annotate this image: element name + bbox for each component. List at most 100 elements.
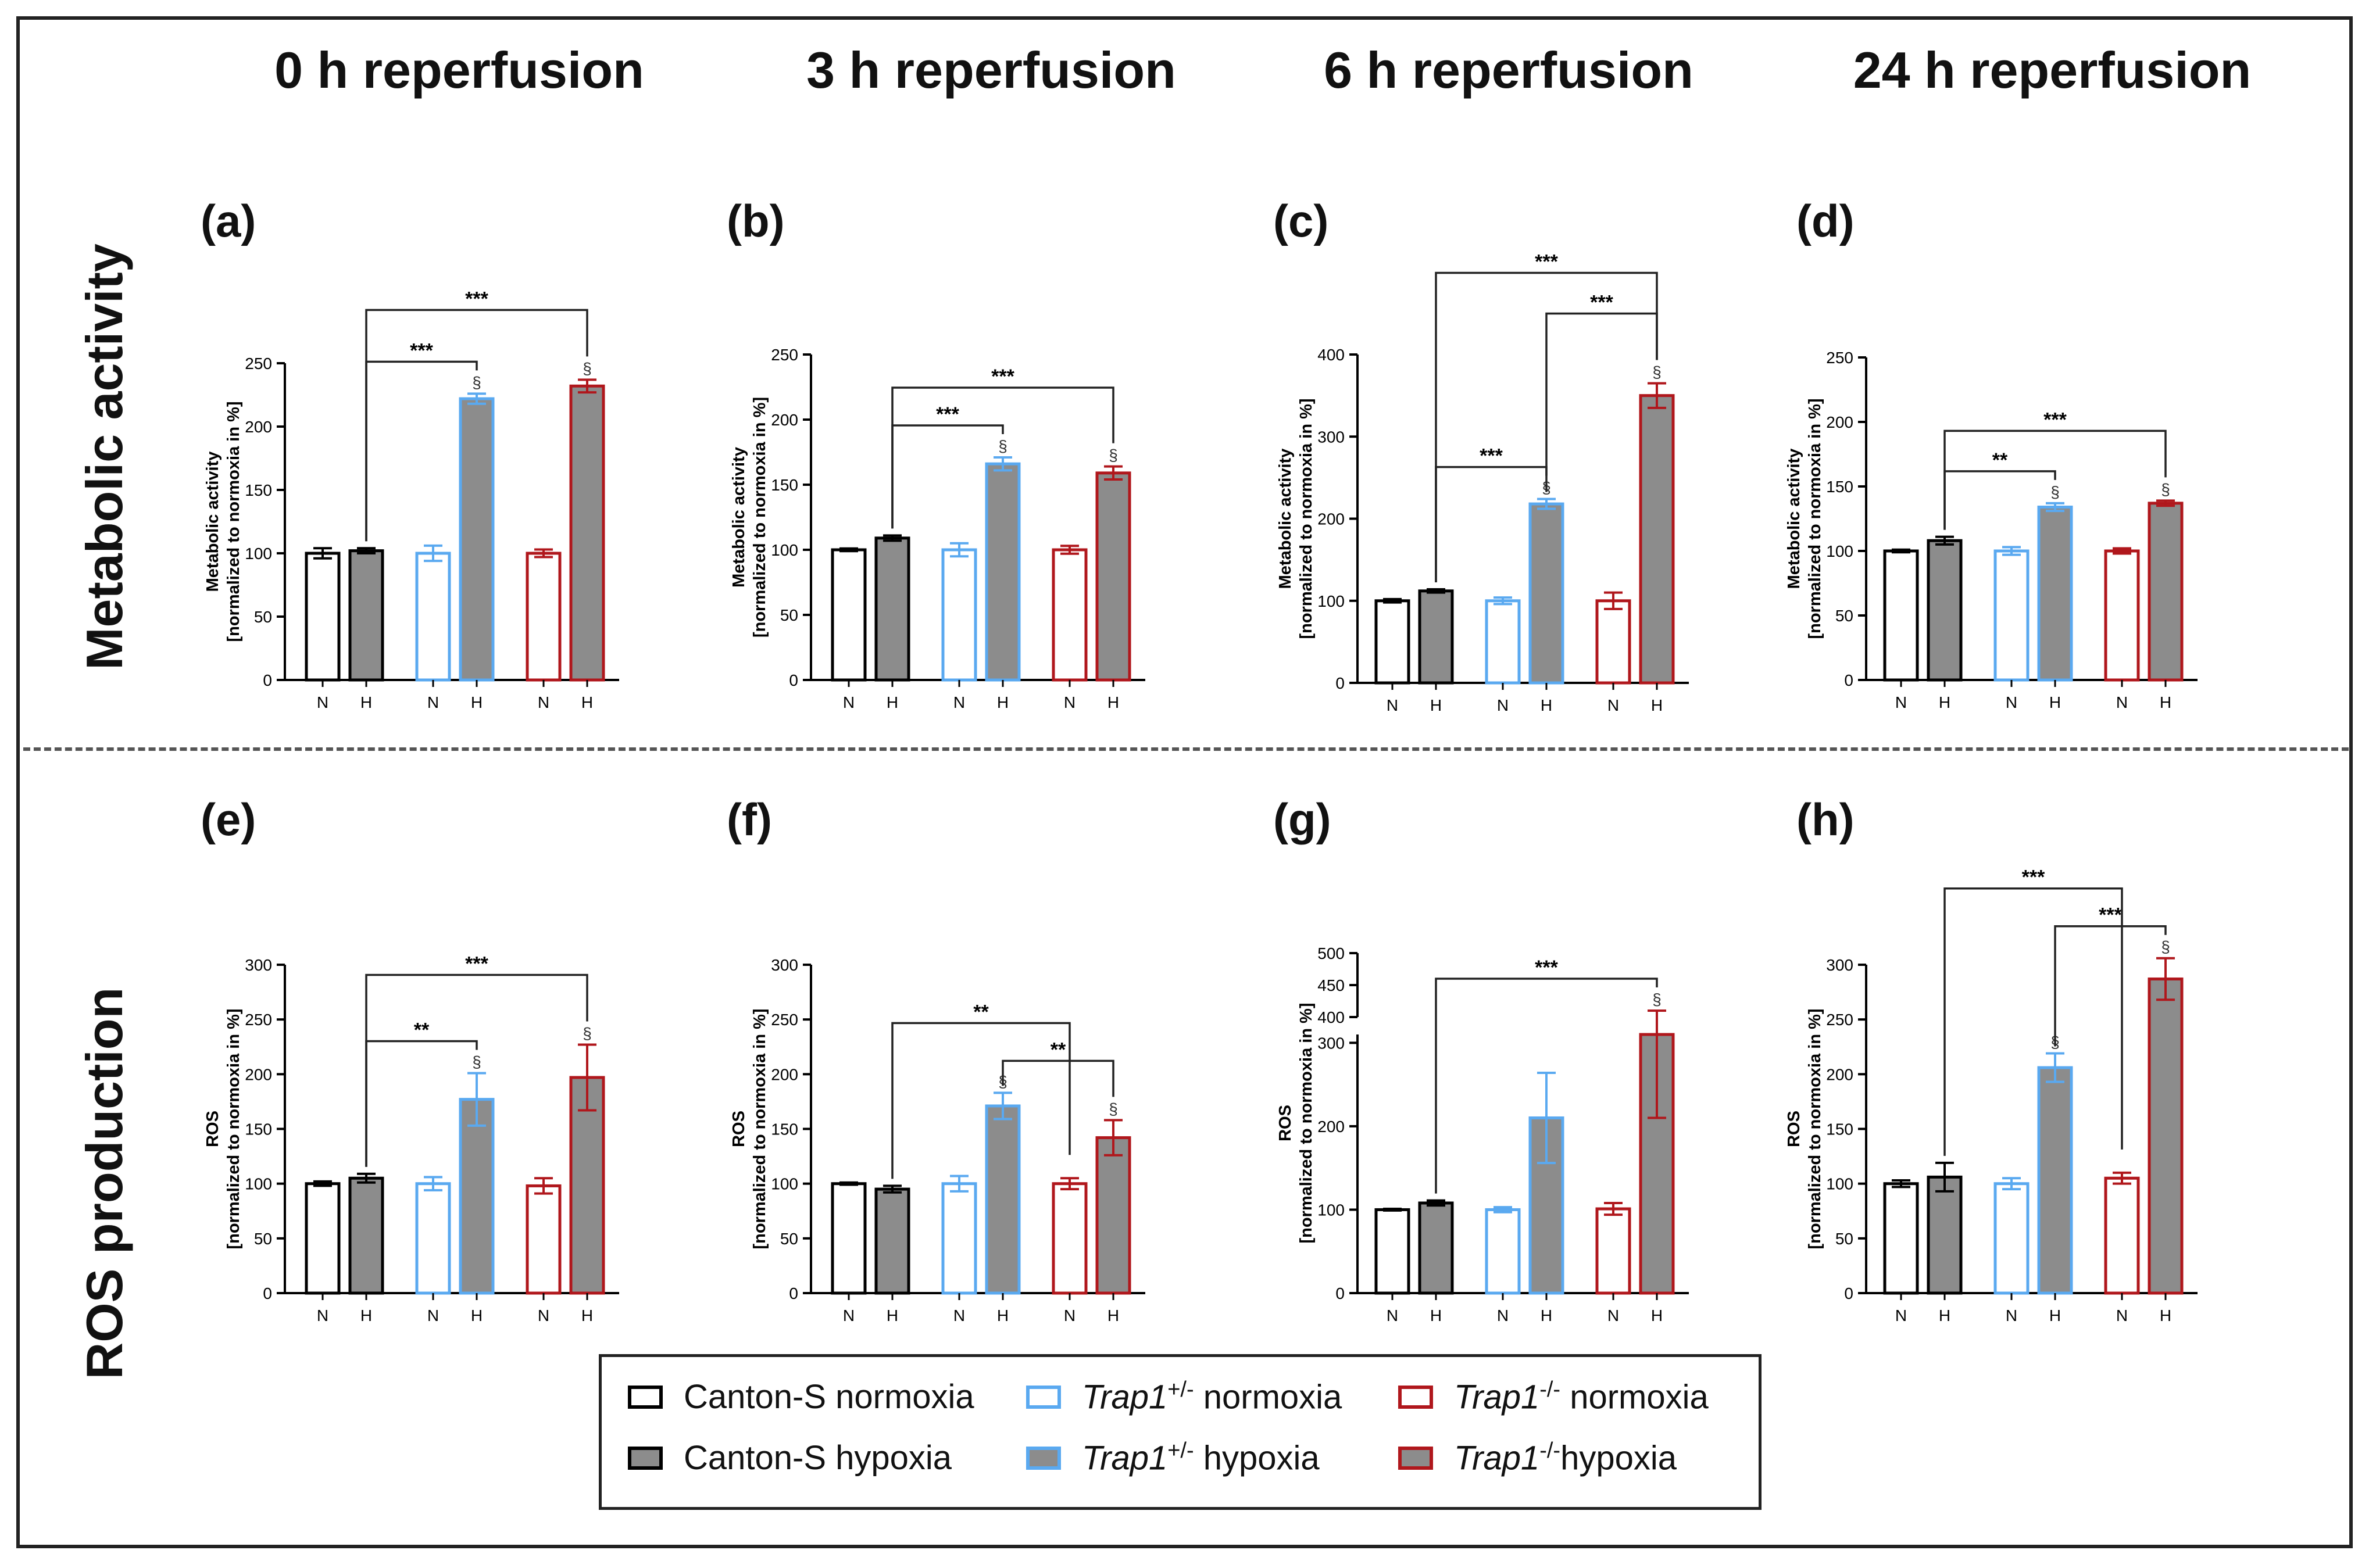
panel-label-d: (d) (1796, 195, 1855, 246)
x-tick-label: N (1064, 1306, 1076, 1324)
y-tick-label: 100 (245, 1175, 272, 1193)
x-tick-label: N (1895, 693, 1907, 711)
x-tick-label: N (2116, 693, 2128, 711)
x-tick-label: N (953, 1306, 965, 1324)
panel-label-b: (b) (727, 195, 785, 246)
y-axis-label-unit: [normalized to normoxia in %] (751, 397, 769, 638)
legend-swatch (628, 1446, 663, 1470)
x-tick-label: H (2049, 1306, 2061, 1324)
x-tick-label: H (2160, 1306, 2171, 1324)
y-tick-label: 250 (771, 346, 798, 364)
y-tick-label: 200 (771, 1065, 798, 1083)
significance-label: *** (465, 953, 488, 975)
y-axis-label: ROS (1276, 1105, 1295, 1141)
y-tick-label: 50 (1835, 607, 1853, 625)
x-tick-label: H (1939, 693, 1950, 711)
significance-bracket (365, 973, 588, 1167)
x-tick-label: H (997, 1306, 1009, 1324)
panel-label-a: (a) (201, 195, 256, 246)
significance-bracket (365, 309, 588, 542)
significance-bracket (891, 1022, 1071, 1179)
panel-h: 0 50 100 150 200 250 300 ROS [normalized to norm… (1785, 867, 2198, 1324)
y-tick-label: 0 (1844, 671, 1853, 689)
dagger-mark: § (1652, 363, 1662, 381)
bar (348, 549, 384, 682)
y-tick-label: 400 (1317, 1008, 1345, 1026)
y-tick-label: 0 (1335, 1284, 1345, 1302)
significance-label: *** (2022, 867, 2045, 889)
y-axis-label-unit: [normalized to normoxia in %] (1297, 398, 1316, 639)
y-tick-label: 200 (245, 1065, 272, 1083)
x-tick-label: N (538, 693, 549, 711)
y-tick-label: 50 (254, 1230, 272, 1248)
y-tick-label: 200 (1317, 510, 1345, 528)
x-tick-label: N (2006, 1306, 2017, 1324)
x-tick-label: H (471, 1306, 483, 1324)
x-tick-label: N (843, 1306, 855, 1324)
significance-bracket (1943, 887, 2123, 1156)
y-tick-label: 0 (1335, 674, 1345, 692)
bar (415, 552, 451, 682)
significance-label: *** (1590, 291, 1613, 313)
significance-label: *** (936, 403, 959, 425)
y-tick-label: 100 (1826, 542, 1853, 560)
bar (1883, 1182, 1919, 1295)
panel-g: 0 100 200 300 400 450 500 ROS [normalized to nor… (1276, 944, 1689, 1324)
dagger-mark: § (583, 1024, 592, 1042)
bar (305, 552, 341, 682)
significance-bracket (2054, 925, 2167, 1047)
significance-label: *** (410, 339, 433, 361)
legend-label: Trap1+/- hypoxia (1082, 1438, 1320, 1477)
bar (526, 552, 562, 682)
x-tick-label: H (1430, 1306, 1442, 1324)
bar (2104, 549, 2140, 682)
dagger-mark: § (1652, 990, 1662, 1008)
y-tick-label: 100 (771, 541, 798, 559)
legend-label: Canton-S hypoxia (684, 1439, 952, 1477)
x-tick-label: N (427, 693, 439, 711)
bar (1993, 1182, 2030, 1295)
bar (459, 397, 495, 682)
x-tick-label: N (843, 693, 855, 711)
y-tick-label: 0 (1844, 1284, 1853, 1302)
significance-bracket (1943, 429, 2167, 530)
x-tick-label: N (2006, 693, 2017, 711)
x-tick-label: N (427, 1306, 439, 1324)
x-tick-label: N (2116, 1306, 2128, 1324)
legend-item-canton-normoxia: Canton-S normoxia (628, 1377, 974, 1416)
significance-label: *** (991, 366, 1014, 388)
panel-c: 0 100 200 300 400 Metabolic activity [normaliz… (1276, 250, 1689, 714)
bar (1095, 471, 1131, 682)
x-tick-label: H (1430, 696, 1442, 714)
x-tick-label: N (1387, 1306, 1398, 1324)
y-axis-label-unit: [normalized to normoxia in %] (1297, 1003, 1316, 1243)
bar (874, 1187, 910, 1295)
bar (985, 1104, 1021, 1295)
bar (569, 384, 605, 682)
legend-item-trap-het-hypoxia: Trap1+/- hypoxia (1026, 1438, 1320, 1477)
y-tick-label: 0 (789, 1284, 798, 1302)
bar (1418, 589, 1454, 685)
dagger-mark: § (998, 437, 1007, 455)
bar (1052, 548, 1088, 682)
x-tick-label: N (1497, 1306, 1509, 1324)
x-tick-label: N (1607, 1306, 1619, 1324)
bar (941, 548, 977, 682)
bar (569, 1076, 605, 1295)
y-tick-label: 300 (1317, 1034, 1345, 1052)
y-axis-label: Metabolic activity (1276, 449, 1295, 589)
x-tick-label: N (1895, 1306, 1907, 1324)
y-axis-label-unit: [normalized to normoxia in %] (1806, 398, 1824, 639)
legend-swatch (1026, 1446, 1061, 1470)
x-tick-label: H (360, 1306, 372, 1324)
x-tick-label: N (538, 1306, 549, 1324)
panel-label-g: (g) (1273, 794, 1331, 845)
panel-label-e: (e) (201, 794, 256, 845)
bar (1374, 599, 1410, 685)
y-tick-label: 200 (245, 418, 272, 436)
dagger-mark: § (583, 359, 592, 377)
x-tick-label: H (1651, 1306, 1663, 1324)
dagger-mark: § (2050, 483, 2060, 501)
y-tick-label: 150 (1826, 478, 1853, 496)
x-tick-label: N (1497, 696, 1509, 714)
